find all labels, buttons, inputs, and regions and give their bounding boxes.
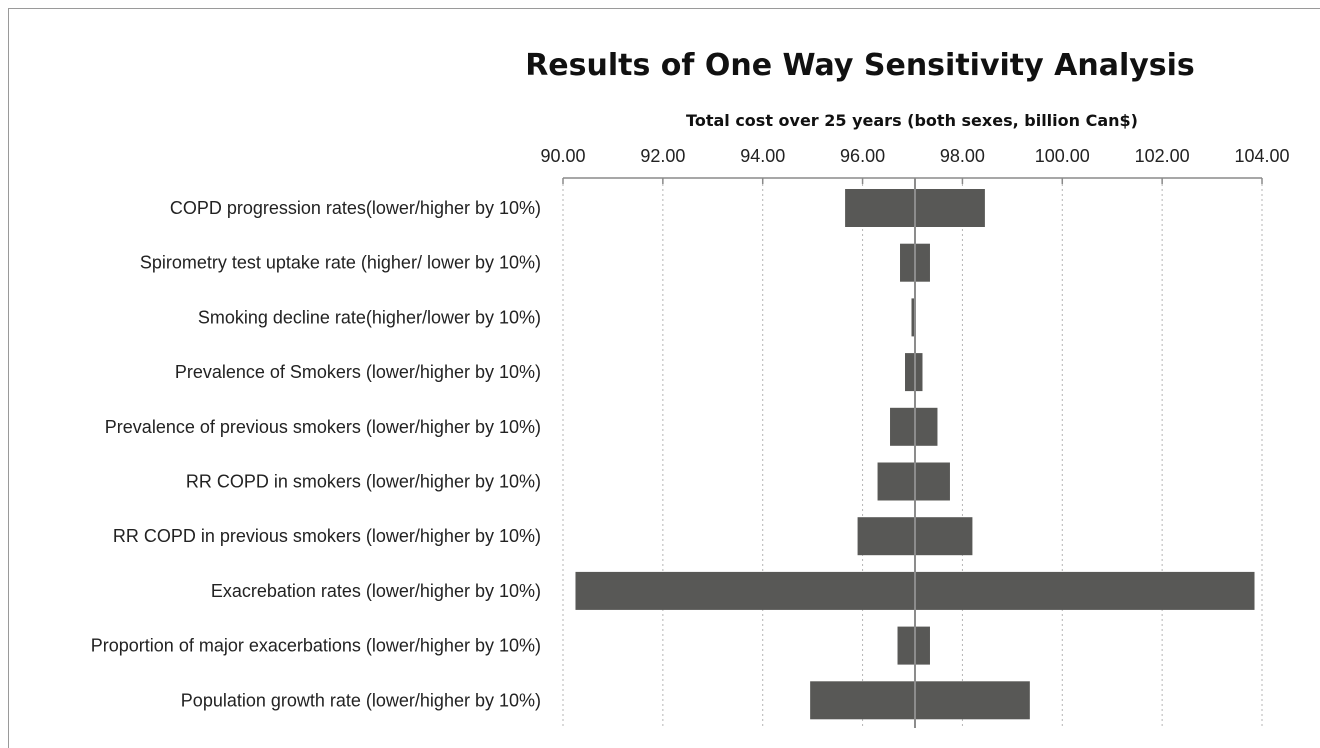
tornado-bar [897, 626, 930, 665]
category-label: RR COPD in smokers (lower/higher by 10%) [186, 472, 541, 492]
x-tick-label: 94.00 [740, 146, 785, 166]
x-tick-label: 92.00 [640, 146, 685, 166]
category-label: COPD progression rates(lower/higher by 1… [170, 198, 541, 218]
category-label: Prevalence of previous smokers (lower/hi… [105, 417, 541, 437]
x-tick-label: 100.00 [1035, 146, 1090, 166]
category-labels: COPD progression rates(lower/higher by 1… [91, 198, 541, 710]
category-label: Smoking decline rate(higher/lower by 10%… [198, 307, 541, 327]
tornado-bar [810, 681, 1030, 720]
tornado-bar [877, 462, 950, 501]
x-tick-label: 98.00 [940, 146, 985, 166]
x-tick-label: 96.00 [840, 146, 885, 166]
category-label: RR COPD in previous smokers (lower/highe… [113, 526, 541, 546]
grid-lines [562, 184, 1263, 728]
tornado-bar [911, 298, 915, 337]
x-tick-label: 102.00 [1135, 146, 1190, 166]
category-label: Exacrebation rates (lower/higher by 10%) [211, 581, 541, 601]
category-label: Prevalence of Smokers (lower/higher by 1… [175, 362, 541, 382]
category-label: Spirometry test uptake rate (higher/ low… [140, 253, 541, 273]
x-tick-label: 104.00 [1234, 146, 1289, 166]
x-axis-label: Total cost over 25 years (both sexes, bi… [686, 111, 1138, 130]
category-label: Population growth rate (lower/higher by … [181, 690, 541, 710]
x-axis: 90.00 92.00 94.00 96.00 98.00 100.00 102.00 104… [540, 146, 1290, 184]
tornado-bar [890, 407, 938, 446]
x-tick-label: 90.00 [540, 146, 585, 166]
chart-frame [8, 8, 1320, 748]
tornado-bar [905, 353, 923, 392]
category-label: Proportion of major exacerbations (lower… [91, 636, 541, 656]
chart-title: Results of One Way Sensitivity Analysis [525, 48, 1195, 83]
